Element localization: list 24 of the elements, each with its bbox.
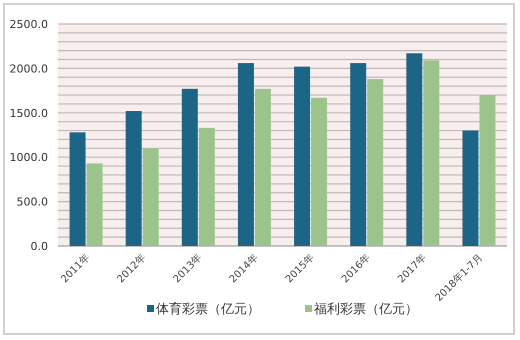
- bar: [182, 88, 198, 246]
- bar: [462, 130, 478, 246]
- y-tick-label: 2500.0: [10, 18, 48, 31]
- y-tick-label: 500.0: [16, 196, 48, 209]
- bar: [423, 60, 440, 246]
- bar: [350, 63, 366, 246]
- y-tick-label: 1000.0: [10, 151, 48, 164]
- y-tick-label: 0.0: [30, 240, 48, 253]
- bar: [479, 95, 496, 246]
- bar: [254, 88, 271, 246]
- legend-label: 体育彩票（亿元）: [156, 301, 260, 317]
- bar: [86, 163, 103, 246]
- bar: [126, 111, 142, 246]
- bar: [367, 79, 384, 246]
- y-tick-label: 2000.0: [10, 62, 48, 76]
- y-tick-label: 1500.0: [10, 106, 48, 120]
- bar: [70, 132, 86, 246]
- bar: [198, 128, 215, 246]
- legend-label: 福利彩票（亿元）: [314, 302, 418, 317]
- bar: [142, 148, 159, 246]
- bar: [294, 66, 310, 246]
- bar: [238, 63, 254, 246]
- bar: [406, 53, 422, 246]
- bar: [311, 98, 328, 246]
